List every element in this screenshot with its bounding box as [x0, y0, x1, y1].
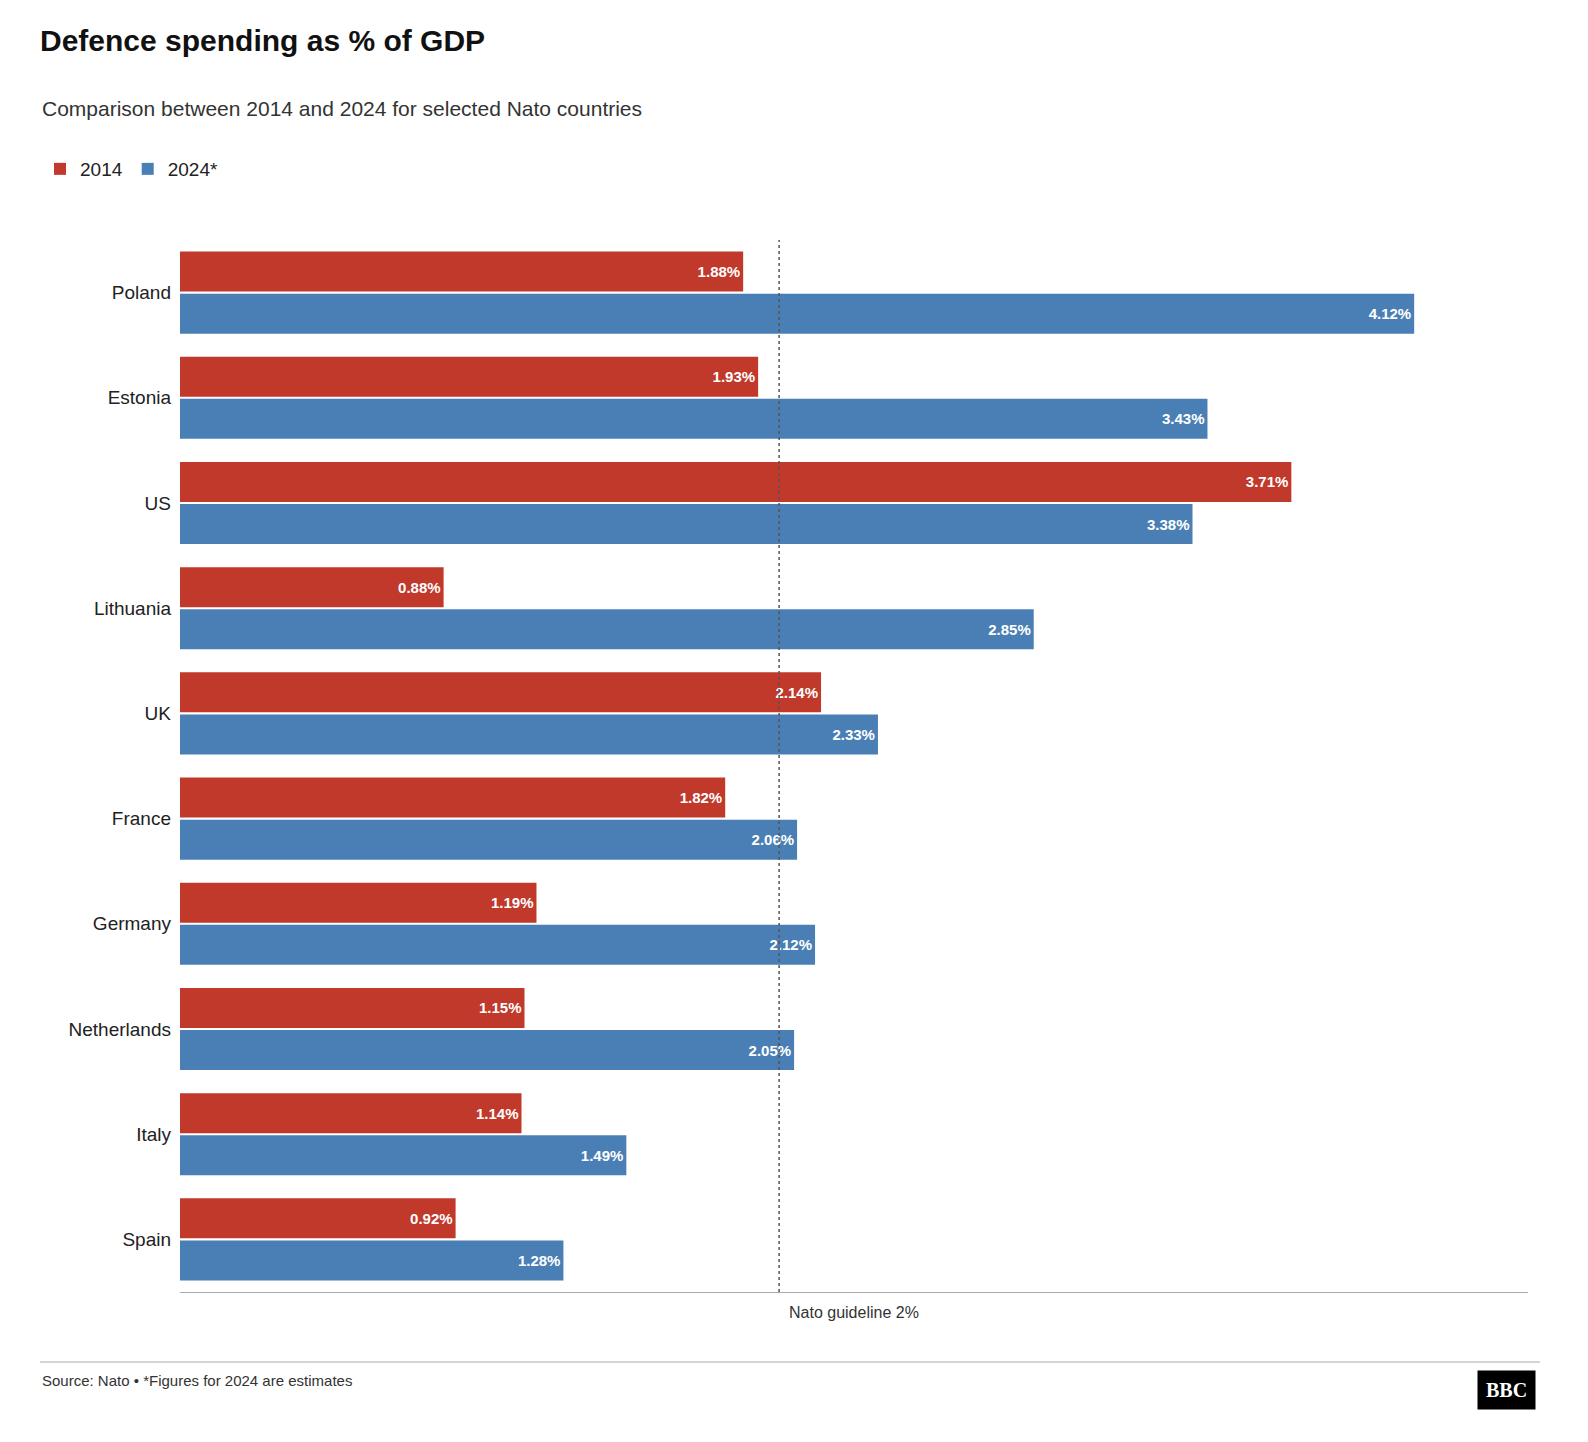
svg-text:Germany: Germany [93, 913, 172, 934]
svg-text:1.28%: 1.28% [518, 1252, 561, 1269]
svg-text:1.19%: 1.19% [491, 894, 534, 911]
svg-text:4.12%: 4.12% [1369, 305, 1412, 322]
svg-text:0.88%: 0.88% [398, 579, 441, 596]
svg-text:3.38%: 3.38% [1147, 516, 1190, 533]
svg-text:2014: 2014 [80, 159, 123, 180]
svg-text:Netherlands: Netherlands [69, 1019, 171, 1040]
svg-text:Poland: Poland [112, 282, 171, 303]
svg-text:1.93%: 1.93% [713, 368, 756, 385]
svg-text:Spain: Spain [122, 1229, 171, 1250]
svg-text:2.12%: 2.12% [770, 936, 813, 953]
svg-text:Source: Nato • *Figures for 20: Source: Nato • *Figures for 2024 are est… [42, 1372, 352, 1389]
svg-text:2024*: 2024* [168, 159, 218, 180]
svg-text:2.14%: 2.14% [776, 684, 819, 701]
svg-text:2.05%: 2.05% [749, 1042, 792, 1059]
svg-text:3.71%: 3.71% [1246, 473, 1289, 490]
svg-text:UK: UK [145, 703, 172, 724]
svg-text:Italy: Italy [136, 1124, 171, 1145]
svg-text:1.88%: 1.88% [698, 263, 741, 280]
svg-text:Lithuania: Lithuania [94, 598, 172, 619]
svg-text:Defence spending as % of GDP: Defence spending as % of GDP [40, 24, 485, 57]
svg-text:US: US [145, 493, 171, 514]
svg-text:Comparison between 2014 and 20: Comparison between 2014 and 2024 for sel… [42, 97, 642, 120]
svg-text:3.43%: 3.43% [1162, 410, 1205, 427]
svg-text:France: France [112, 808, 171, 829]
svg-text:1.14%: 1.14% [476, 1105, 519, 1122]
svg-text:2.85%: 2.85% [988, 621, 1031, 638]
svg-text:2.06%: 2.06% [752, 831, 795, 848]
svg-text:1.15%: 1.15% [479, 999, 522, 1016]
svg-text:Nato guideline 2%: Nato guideline 2% [789, 1304, 919, 1321]
svg-text:2.33%: 2.33% [832, 726, 875, 743]
svg-text:1.49%: 1.49% [581, 1147, 624, 1164]
svg-text:Estonia: Estonia [108, 387, 172, 408]
svg-text:1.82%: 1.82% [680, 789, 723, 806]
svg-text:0.92%: 0.92% [410, 1210, 453, 1227]
svg-text:BBC: BBC [1486, 1379, 1527, 1401]
